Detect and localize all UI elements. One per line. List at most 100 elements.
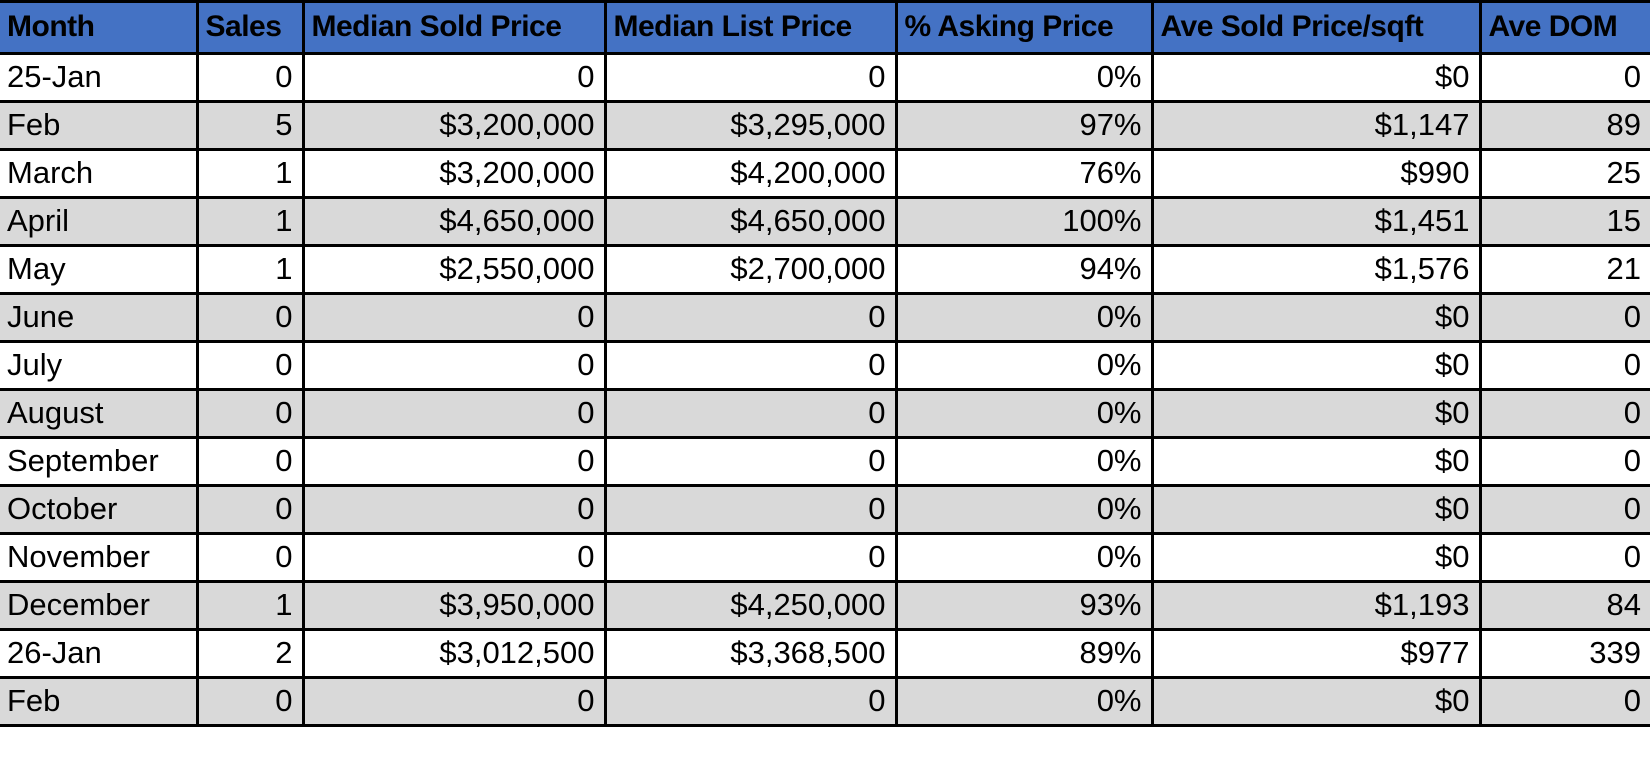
cell-ave-dom[interactable]: 0 [1478, 292, 1650, 343]
cell-pct-asking-price[interactable]: 0% [894, 340, 1154, 391]
col-header-ave-dom[interactable]: Ave DOM [1478, 0, 1650, 55]
cell-median-list-price[interactable]: 0 [603, 52, 898, 103]
cell-median-list-price[interactable]: $2,700,000 [603, 244, 898, 295]
cell-median-list-price[interactable]: 0 [603, 388, 898, 439]
cell-median-list-price[interactable]: $4,200,000 [603, 148, 898, 199]
cell-median-list-price[interactable]: 0 [603, 340, 898, 391]
cell-ave-dom[interactable]: 0 [1478, 340, 1650, 391]
cell-month[interactable]: April [0, 196, 199, 247]
cell-month[interactable]: July [0, 340, 199, 391]
cell-median-list-price[interactable]: $3,295,000 [603, 100, 898, 151]
cell-sales[interactable]: 0 [195, 676, 305, 727]
col-header-month[interactable]: Month [0, 0, 199, 55]
cell-month[interactable]: November [0, 532, 199, 583]
cell-median-list-price[interactable]: 0 [603, 292, 898, 343]
cell-sales[interactable]: 5 [195, 100, 305, 151]
col-header-sales[interactable]: Sales [195, 0, 305, 55]
cell-ave-sold-price-sqft[interactable]: $0 [1150, 292, 1482, 343]
cell-ave-dom[interactable]: 25 [1478, 148, 1650, 199]
cell-pct-asking-price[interactable]: 0% [894, 52, 1154, 103]
cell-median-sold-price[interactable]: 0 [301, 436, 607, 487]
cell-sales[interactable]: 1 [195, 148, 305, 199]
cell-ave-dom[interactable]: 0 [1478, 532, 1650, 583]
cell-ave-sold-price-sqft[interactable]: $0 [1150, 484, 1482, 535]
cell-median-sold-price[interactable]: $2,550,000 [301, 244, 607, 295]
cell-sales[interactable]: 0 [195, 532, 305, 583]
cell-pct-asking-price[interactable]: 89% [894, 628, 1154, 679]
col-header-pct-asking-price[interactable]: % Asking Price [894, 0, 1154, 55]
cell-month[interactable]: October [0, 484, 199, 535]
cell-pct-asking-price[interactable]: 0% [894, 388, 1154, 439]
cell-sales[interactable]: 0 [195, 388, 305, 439]
cell-pct-asking-price[interactable]: 100% [894, 196, 1154, 247]
cell-median-list-price[interactable]: 0 [603, 484, 898, 535]
cell-pct-asking-price[interactable]: 0% [894, 532, 1154, 583]
cell-sales[interactable]: 1 [195, 196, 305, 247]
cell-ave-sold-price-sqft[interactable]: $0 [1150, 436, 1482, 487]
cell-ave-dom[interactable]: 21 [1478, 244, 1650, 295]
cell-month[interactable]: Feb [0, 100, 199, 151]
cell-median-list-price[interactable]: 0 [603, 532, 898, 583]
cell-ave-sold-price-sqft[interactable]: $990 [1150, 148, 1482, 199]
cell-ave-dom[interactable]: 89 [1478, 100, 1650, 151]
cell-ave-dom[interactable]: 84 [1478, 580, 1650, 631]
cell-median-sold-price[interactable]: 0 [301, 532, 607, 583]
cell-median-sold-price[interactable]: 0 [301, 292, 607, 343]
cell-pct-asking-price[interactable]: 93% [894, 580, 1154, 631]
cell-pct-asking-price[interactable]: 76% [894, 148, 1154, 199]
cell-pct-asking-price[interactable]: 0% [894, 436, 1154, 487]
cell-month[interactable]: 26-Jan [0, 628, 199, 679]
cell-month[interactable]: June [0, 292, 199, 343]
cell-pct-asking-price[interactable]: 0% [894, 292, 1154, 343]
cell-pct-asking-price[interactable]: 0% [894, 676, 1154, 727]
cell-median-list-price[interactable]: $3,368,500 [603, 628, 898, 679]
cell-ave-dom[interactable]: 339 [1478, 628, 1650, 679]
cell-ave-sold-price-sqft[interactable]: $1,147 [1150, 100, 1482, 151]
cell-month[interactable]: September [0, 436, 199, 487]
cell-sales[interactable]: 0 [195, 484, 305, 535]
cell-median-list-price[interactable]: 0 [603, 436, 898, 487]
cell-month[interactable]: August [0, 388, 199, 439]
cell-ave-dom[interactable]: 0 [1478, 52, 1650, 103]
cell-ave-dom[interactable]: 0 [1478, 388, 1650, 439]
cell-sales[interactable]: 1 [195, 580, 305, 631]
cell-ave-dom[interactable]: 15 [1478, 196, 1650, 247]
cell-ave-sold-price-sqft[interactable]: $0 [1150, 532, 1482, 583]
cell-ave-sold-price-sqft[interactable]: $0 [1150, 676, 1482, 727]
cell-sales[interactable]: 2 [195, 628, 305, 679]
cell-ave-dom[interactable]: 0 [1478, 484, 1650, 535]
cell-month[interactable]: 25-Jan [0, 52, 199, 103]
cell-median-sold-price[interactable]: 0 [301, 676, 607, 727]
cell-ave-sold-price-sqft[interactable]: $0 [1150, 340, 1482, 391]
cell-ave-dom[interactable]: 0 [1478, 436, 1650, 487]
cell-median-sold-price[interactable]: 0 [301, 388, 607, 439]
cell-sales[interactable]: 1 [195, 244, 305, 295]
cell-ave-sold-price-sqft[interactable]: $1,451 [1150, 196, 1482, 247]
cell-month[interactable]: March [0, 148, 199, 199]
cell-month[interactable]: December [0, 580, 199, 631]
cell-median-list-price[interactable]: 0 [603, 676, 898, 727]
cell-pct-asking-price[interactable]: 0% [894, 484, 1154, 535]
cell-sales[interactable]: 0 [195, 292, 305, 343]
cell-median-sold-price[interactable]: $4,650,000 [301, 196, 607, 247]
cell-month[interactable]: Feb [0, 676, 199, 727]
cell-median-sold-price[interactable]: 0 [301, 484, 607, 535]
col-header-ave-sold-price-sqft[interactable]: Ave Sold Price/sqft [1150, 0, 1482, 55]
col-header-median-sold-price[interactable]: Median Sold Price [301, 0, 607, 55]
cell-ave-sold-price-sqft[interactable]: $1,193 [1150, 580, 1482, 631]
cell-sales[interactable]: 0 [195, 52, 305, 103]
cell-median-sold-price[interactable]: 0 [301, 340, 607, 391]
cell-median-sold-price[interactable]: $3,200,000 [301, 100, 607, 151]
cell-sales[interactable]: 0 [195, 340, 305, 391]
cell-median-sold-price[interactable]: $3,950,000 [301, 580, 607, 631]
cell-median-sold-price[interactable]: $3,200,000 [301, 148, 607, 199]
cell-ave-sold-price-sqft[interactable]: $0 [1150, 388, 1482, 439]
cell-median-sold-price[interactable]: $3,012,500 [301, 628, 607, 679]
cell-sales[interactable]: 0 [195, 436, 305, 487]
cell-ave-dom[interactable]: 0 [1478, 676, 1650, 727]
cell-pct-asking-price[interactable]: 94% [894, 244, 1154, 295]
cell-month[interactable]: May [0, 244, 199, 295]
cell-ave-sold-price-sqft[interactable]: $1,576 [1150, 244, 1482, 295]
cell-median-list-price[interactable]: $4,250,000 [603, 580, 898, 631]
cell-median-list-price[interactable]: $4,650,000 [603, 196, 898, 247]
